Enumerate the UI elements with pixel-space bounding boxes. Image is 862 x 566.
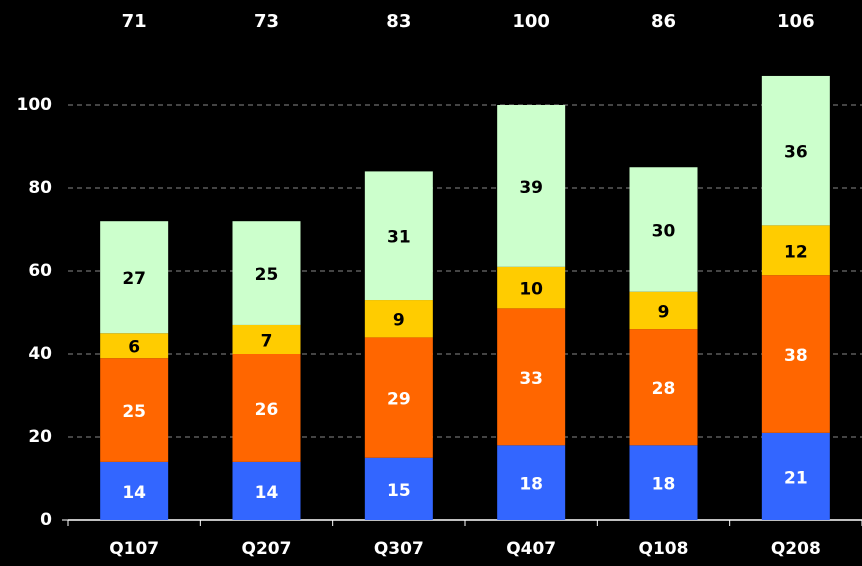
x-tick-label: Q108 — [639, 539, 689, 559]
bar-segment — [364, 457, 433, 520]
value-label: 21 — [784, 468, 808, 488]
value-label: 14 — [122, 483, 146, 503]
value-label: 30 — [652, 222, 676, 242]
value-label: 31 — [387, 228, 411, 248]
total-label: 106 — [777, 11, 815, 32]
value-label: 36 — [784, 143, 808, 163]
value-label: 33 — [519, 369, 543, 389]
value-label: 18 — [652, 475, 676, 495]
value-label: 25 — [255, 265, 279, 285]
bar-segment — [629, 291, 698, 330]
bar-segment — [761, 432, 830, 520]
value-label: 12 — [784, 242, 808, 262]
value-label: 39 — [519, 178, 543, 198]
y-tick-label: 80 — [28, 178, 52, 198]
value-label: 10 — [519, 280, 543, 300]
value-label: 9 — [393, 311, 405, 331]
bar-segment — [497, 445, 566, 520]
bar-segment — [497, 266, 566, 309]
x-tick-label: Q208 — [771, 539, 821, 559]
bar-segment — [629, 167, 698, 292]
bar-segment — [364, 300, 433, 338]
bar-segment — [232, 221, 301, 325]
total-label: 73 — [254, 11, 279, 32]
value-label: 9 — [658, 302, 670, 322]
y-tick-label: 60 — [28, 261, 52, 281]
bar-segment — [761, 275, 830, 433]
bar-segment — [232, 324, 301, 354]
bar-segment — [497, 308, 566, 446]
bar-segment — [364, 337, 433, 458]
value-label: 27 — [122, 269, 146, 289]
total-label: 100 — [512, 11, 550, 32]
value-label: 29 — [387, 390, 411, 410]
bar-segment — [100, 358, 169, 462]
value-label: 26 — [255, 400, 279, 420]
value-label: 7 — [261, 331, 273, 351]
y-tick-label: 0 — [40, 510, 52, 530]
bar-segment — [629, 445, 698, 520]
value-label: 25 — [122, 402, 146, 422]
bar-segment — [364, 171, 433, 301]
bar-segment — [100, 221, 169, 334]
y-tick-label: 100 — [17, 95, 53, 115]
value-label: 14 — [255, 483, 279, 503]
y-tick-label: 20 — [28, 427, 52, 447]
value-label: 28 — [652, 379, 676, 399]
value-label: 18 — [519, 475, 543, 495]
bar-segment — [761, 75, 830, 226]
x-tick-label: Q407 — [506, 539, 556, 559]
value-label: 15 — [387, 481, 411, 501]
bar-segment — [497, 105, 566, 267]
value-label: 6 — [128, 338, 140, 358]
bar-segment — [100, 461, 169, 520]
bar-segment — [232, 461, 301, 520]
bar-segment — [100, 333, 169, 359]
x-tick-label: Q307 — [374, 539, 424, 559]
total-label: 83 — [386, 11, 411, 32]
x-tick-label: Q107 — [109, 539, 159, 559]
bar-segment — [629, 329, 698, 446]
bar-segment — [232, 354, 301, 462]
y-tick-label: 40 — [28, 344, 52, 364]
total-label: 86 — [651, 11, 676, 32]
value-label: 38 — [784, 346, 808, 366]
bar-segment — [761, 225, 830, 276]
x-tick-label: Q207 — [242, 539, 292, 559]
total-label: 71 — [122, 11, 147, 32]
